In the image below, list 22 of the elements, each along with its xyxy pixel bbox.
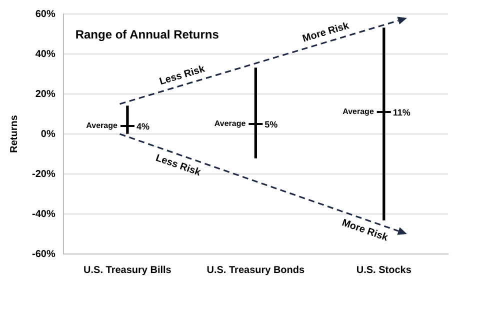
- data-label: 4%: [136, 121, 150, 132]
- y-tick-label: -20%: [32, 168, 56, 180]
- y-tick-label: 0%: [40, 128, 56, 140]
- annotation: More Risk: [340, 218, 390, 244]
- data-label: 11%: [392, 107, 410, 118]
- series-label: Average: [86, 121, 118, 130]
- x-tick-label: U.S. Stocks: [356, 264, 412, 276]
- y-tick-label: 20%: [35, 88, 56, 100]
- annotation: Less Risk: [154, 152, 202, 179]
- text: Average: [214, 119, 246, 128]
- y-tick-label: 60%: [35, 8, 56, 20]
- y-axis-title: Returns: [8, 114, 20, 153]
- x-tick-label: U.S. Treasury Bills: [84, 264, 172, 276]
- y-tick-label: -40%: [32, 208, 56, 220]
- x-tick-label: U.S. Treasury Bonds: [206, 264, 306, 276]
- y-tick-label: 40%: [35, 48, 56, 60]
- annotation: Less Risk: [158, 64, 207, 88]
- text: Range of Annual Returns: [75, 27, 220, 42]
- data-label: 5%: [264, 119, 278, 130]
- y-tick-label: -60%: [32, 248, 56, 260]
- annotation: More Risk: [301, 20, 351, 45]
- text: Average: [342, 107, 374, 116]
